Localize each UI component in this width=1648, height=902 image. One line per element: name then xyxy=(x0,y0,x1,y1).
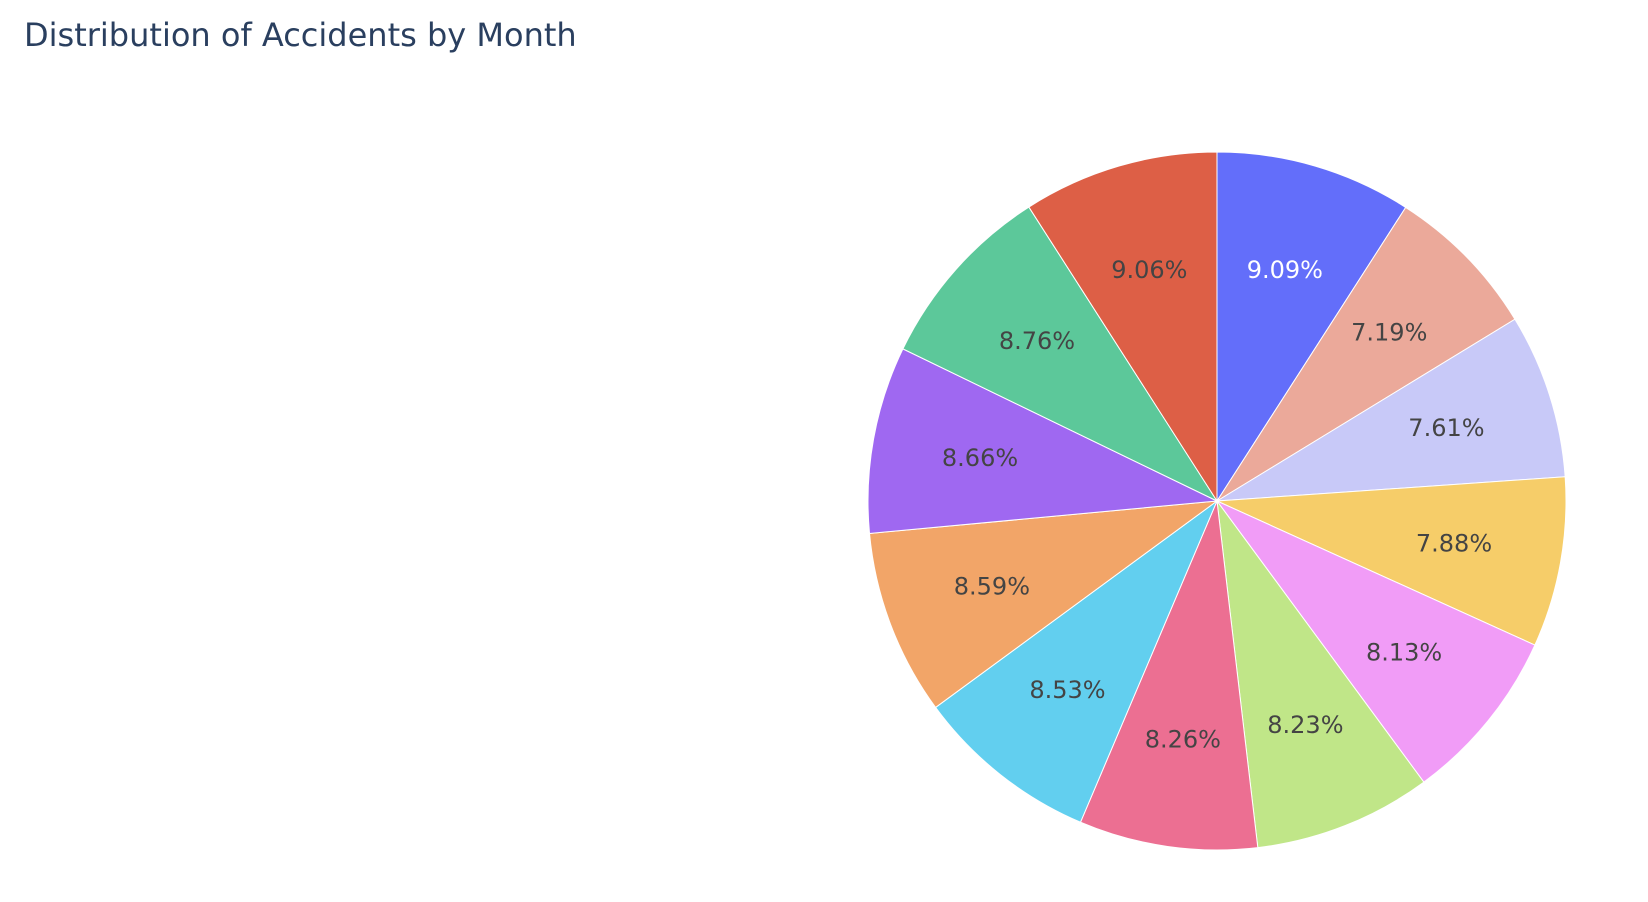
pie-slice-5[interactable] xyxy=(1215,499,1536,783)
pie-slice-6[interactable] xyxy=(1216,499,1425,849)
pie-slice-label-8: 8.53% xyxy=(1029,676,1105,704)
pie-slice-1[interactable] xyxy=(1216,151,1407,503)
pie-slice-label-2: 7.19% xyxy=(1351,319,1427,347)
pie-slice-label-4: 7.88% xyxy=(1416,530,1492,558)
pie-slice-8[interactable] xyxy=(934,499,1219,823)
pie-slice-label-5: 8.13% xyxy=(1366,639,1442,667)
pie-slice-2[interactable] xyxy=(1216,206,1516,502)
pie-slice-12[interactable] xyxy=(1028,151,1218,503)
pie-slice-label-6: 8.23% xyxy=(1267,711,1343,739)
pie-slices xyxy=(867,151,1567,851)
pie-slice-10[interactable] xyxy=(867,348,1219,535)
pie-slice-label-12: 9.06% xyxy=(1111,256,1187,284)
chart-title: Distribution of Accidents by Month xyxy=(24,16,577,54)
pie-slice-3[interactable] xyxy=(1216,318,1566,502)
pie-labels: 9.09% 7.19% 7.61% 7.88% 8.13% 8.23% 8.26% 8.53%… xyxy=(942,256,1492,753)
pie-slice-label-10: 8.66% xyxy=(942,444,1018,472)
pie-slice-label-7: 8.26% xyxy=(1145,725,1221,753)
pie-slice-label-11: 8.76% xyxy=(999,327,1075,355)
pie-slice-label-3: 7.61% xyxy=(1408,414,1484,442)
pie-slice-7[interactable] xyxy=(1079,499,1259,851)
pie-slice-label-9: 8.59% xyxy=(954,573,1030,601)
pie-slice-4[interactable] xyxy=(1216,476,1567,646)
pie-slice-label-1: 9.09% xyxy=(1247,256,1323,284)
pie-slice-9[interactable] xyxy=(868,500,1219,709)
pie-slice-11[interactable] xyxy=(902,206,1219,503)
